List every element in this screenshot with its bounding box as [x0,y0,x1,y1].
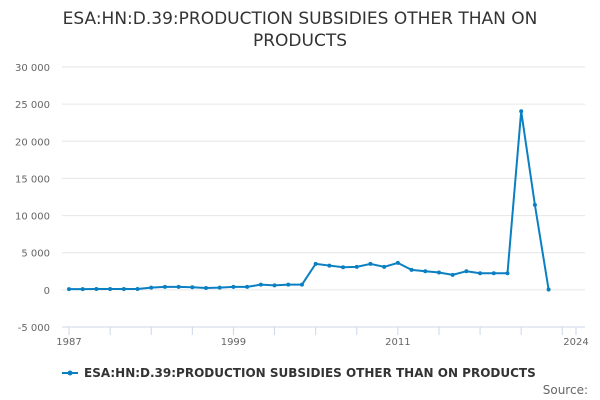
data-point [67,287,71,292]
data-point [258,282,263,287]
y-tick-label: 20 000 [15,137,50,148]
data-point [121,286,126,291]
y-tick-label: -5 000 [18,323,50,334]
data-point [395,260,400,265]
data-point [450,272,455,277]
data-point [204,286,209,290]
chart-title: ESA:HN:D.39:PRODUCTION SUBSIDIES OTHER T… [62,9,538,51]
y-tick-label: 25 000 [15,100,50,111]
y-tick-label: 10 000 [15,212,50,223]
x-tick-label: 2011 [385,337,410,348]
data-point [478,271,483,276]
data-point [436,270,441,275]
data-point [464,269,469,274]
data-point [491,271,496,276]
data-point [341,265,346,270]
y-tick-label: 15 000 [15,174,50,185]
y-tick-label: 5 000 [21,249,50,260]
y-tick-label: 30 000 [15,63,50,74]
data-point [546,287,551,292]
series-line [69,111,550,291]
data-point [327,263,332,268]
data-point [519,109,524,114]
x-tick-label: 1987 [56,337,81,348]
y-tick-label: 0 [44,286,50,297]
legend-marker-icon [62,370,78,376]
data-point [108,286,113,291]
data-point [505,271,510,276]
data-point [368,261,373,266]
data-point [532,202,537,207]
data-point [423,269,428,274]
data-point [80,287,85,292]
data-point [409,267,414,272]
data-point [382,264,387,269]
data-point [162,284,167,289]
data-point [354,264,359,269]
data-point [149,285,154,290]
data-point [217,285,222,290]
data-point [231,284,236,289]
x-tick-label: 1999 [221,337,246,348]
data-point [94,286,99,291]
data-point [299,282,304,287]
x-tick-label: 2024 [563,337,588,348]
source-label: Source: [542,383,588,397]
data-point [313,261,318,266]
data-point [272,283,277,288]
data-point [176,284,181,289]
legend-item[interactable]: ESA:HN:D.39:PRODUCTION SUBSIDIES OTHER T… [62,366,536,380]
data-point [190,285,195,290]
data-point [245,284,250,289]
data-point [135,286,140,291]
data-point [286,282,291,287]
legend-label: ESA:HN:D.39:PRODUCTION SUBSIDIES OTHER T… [84,366,536,380]
